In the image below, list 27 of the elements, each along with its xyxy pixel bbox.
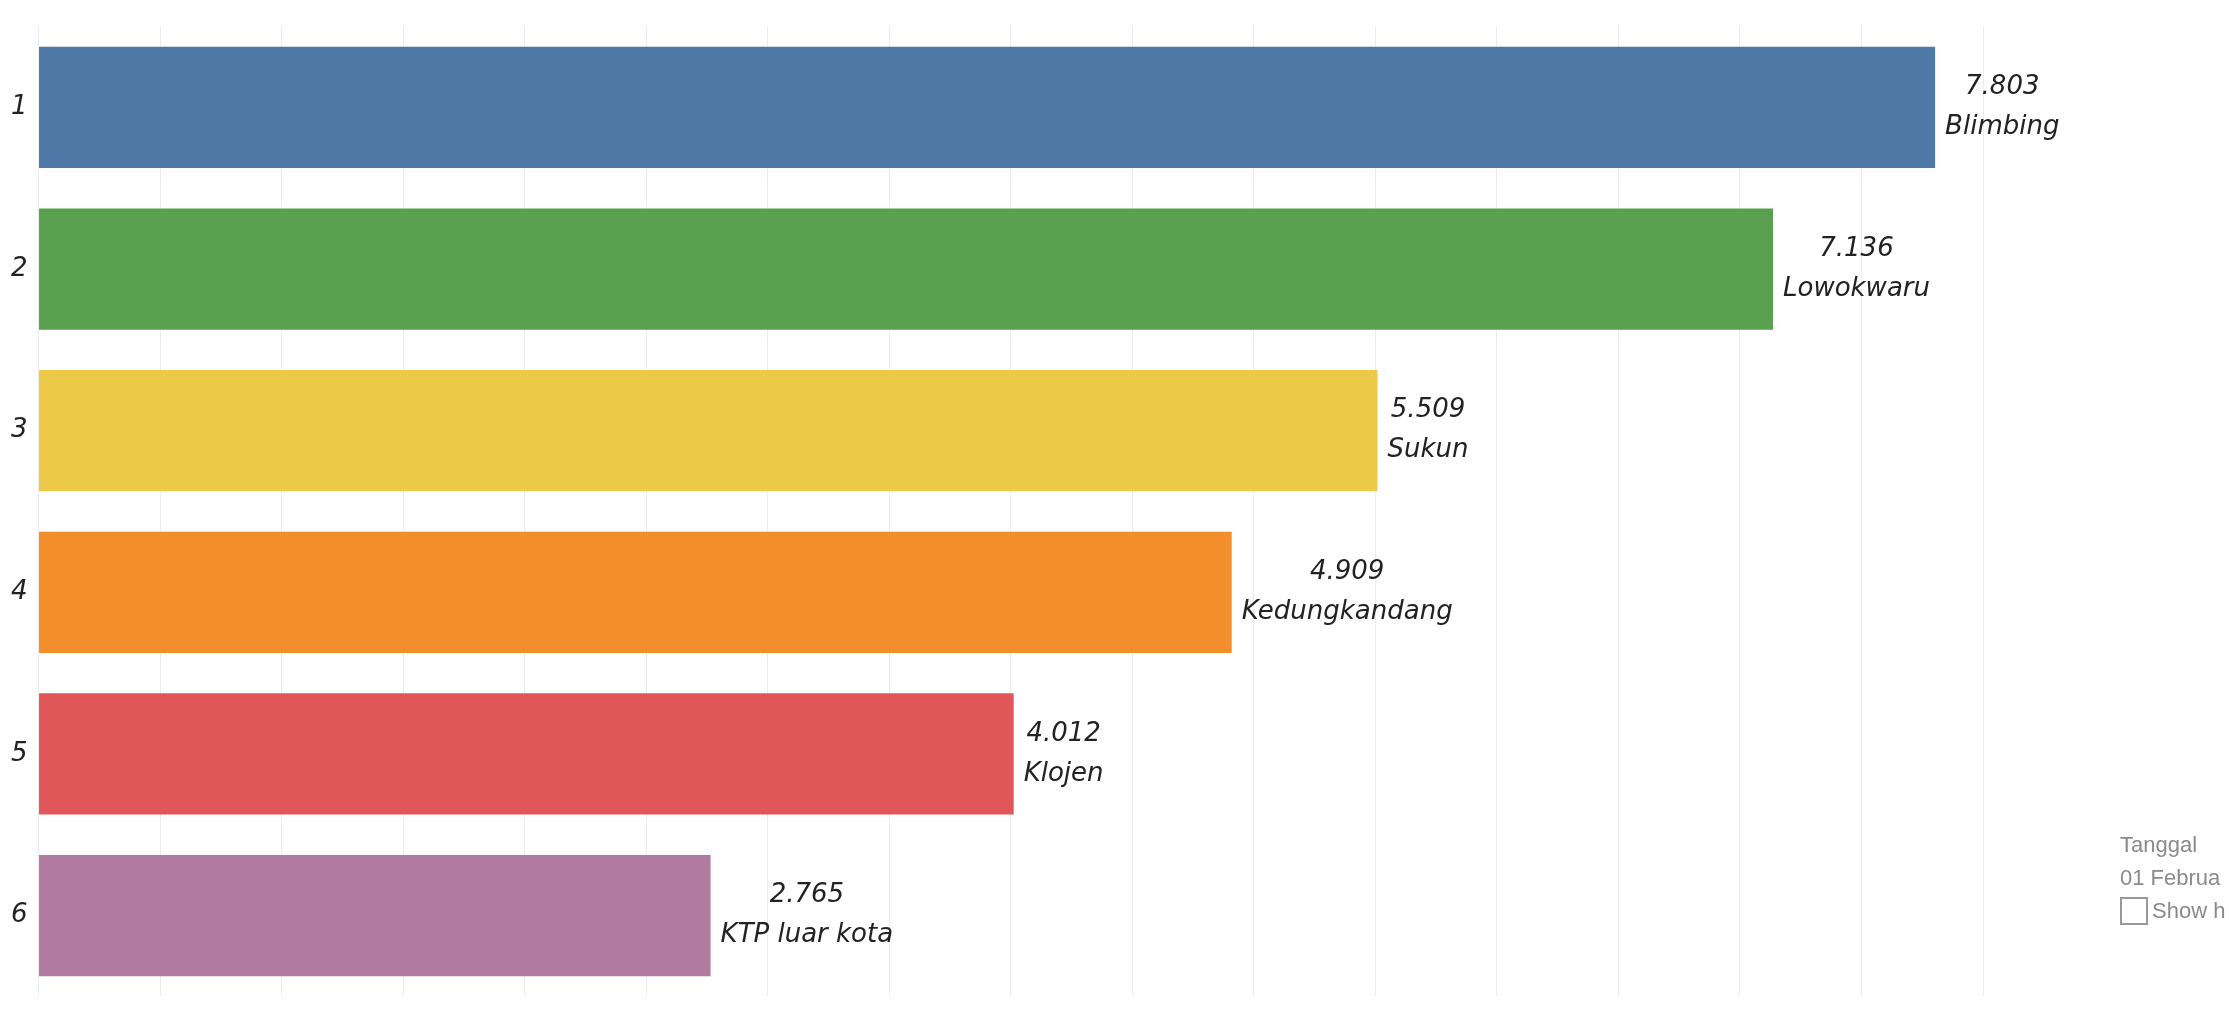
- y-tick-label: 4: [11, 575, 28, 606]
- annotation: KTP luar kota: [720, 918, 894, 949]
- data-label: 4.909: [1309, 555, 1385, 586]
- text: 01 Februa: [2120, 864, 2221, 892]
- bar: [39, 693, 1014, 815]
- y-tick-label: 6: [11, 898, 28, 929]
- data-label: 5.509: [1390, 393, 1466, 424]
- data-label: 2.765: [769, 878, 845, 909]
- data-label: 4.012: [1026, 716, 1101, 747]
- y-tick-label: 1: [11, 90, 28, 121]
- annotation: Blimbing: [1945, 110, 2060, 141]
- bar: [39, 208, 1773, 330]
- bar: [39, 531, 1232, 653]
- y-tick-label: 5: [11, 736, 28, 767]
- data-label: 7.136: [1819, 231, 1894, 262]
- text: Show h: [2152, 897, 2226, 925]
- annotation: Klojen: [1023, 756, 1104, 787]
- bar: [39, 854, 711, 977]
- text: Tanggal: [2120, 831, 2198, 859]
- y-tick-label: 2: [11, 251, 28, 282]
- bar: [39, 46, 1936, 169]
- bar: [39, 370, 1378, 492]
- annotation: Lowokwaru: [1782, 271, 1930, 302]
- y-tick-label: 3: [11, 413, 28, 444]
- annotation: Sukun: [1387, 433, 1469, 464]
- annotation: Kedungkandang: [1241, 595, 1453, 626]
- data-label: 7.803: [1965, 70, 2040, 101]
